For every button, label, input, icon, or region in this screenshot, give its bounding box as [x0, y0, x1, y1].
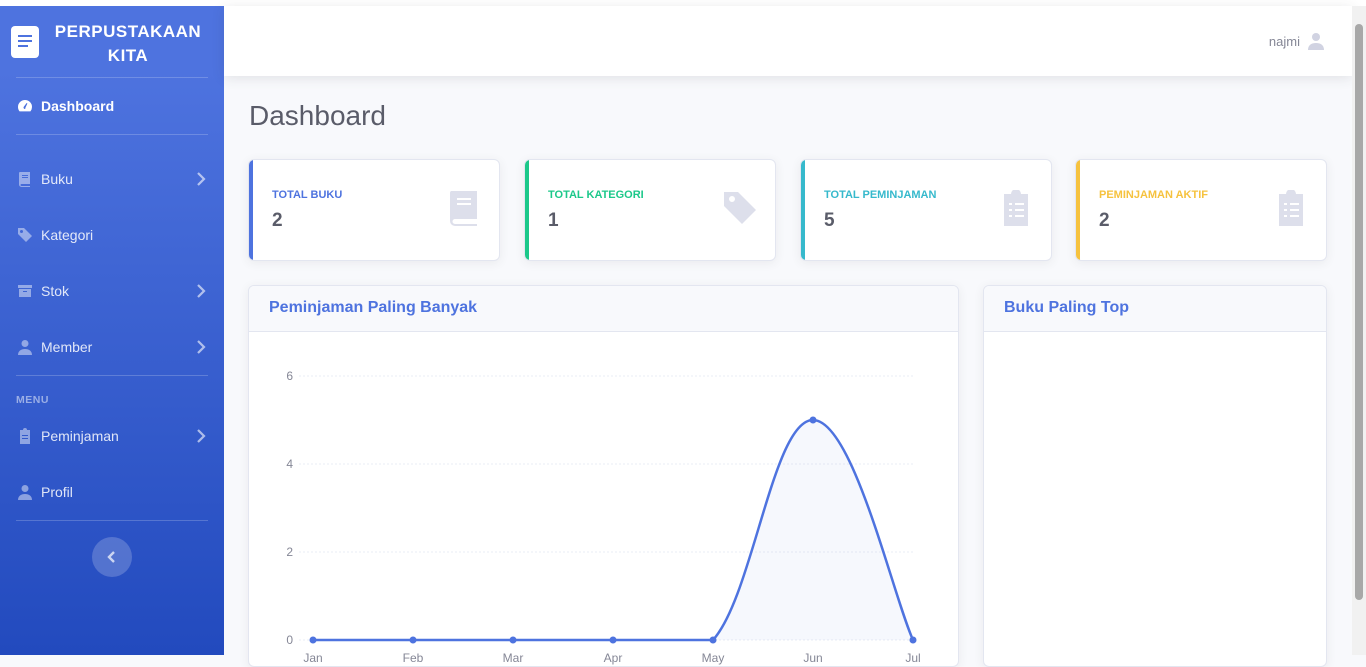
y-tick-label: 4: [286, 457, 293, 471]
data-point: [409, 636, 417, 644]
x-tick-label: Feb: [403, 651, 424, 665]
sidebar-divider: [16, 375, 208, 376]
sidebar-item-label: Stok: [41, 283, 70, 299]
book-icon: [19, 172, 30, 187]
sidebar-item-label: Kategori: [41, 227, 94, 243]
sidebar-item-label: Profil: [41, 484, 73, 500]
card-accent-bar: [525, 160, 529, 260]
data-point: [809, 416, 817, 424]
card-label: TOTAL KATEGORI: [548, 189, 644, 201]
panel-buku-paling-top: Buku Paling Top: [983, 285, 1327, 667]
user-name[interactable]: najmi: [1268, 34, 1300, 49]
chevron-right-icon: [197, 340, 206, 354]
sidebar-item-stok[interactable]: Stok: [0, 271, 224, 311]
archive-icon: [18, 285, 32, 297]
sidebar-item-label: Dashboard: [41, 98, 115, 114]
area-fill: [313, 420, 913, 640]
sidebar-item-label: Peminjaman: [41, 428, 119, 444]
card-label: TOTAL PEMINJAMAN: [824, 189, 937, 201]
x-tick-label: Jul: [905, 651, 920, 665]
chevron-left-icon: [107, 551, 115, 563]
card-accent-bar: [1076, 160, 1080, 260]
panel-header: Buku Paling Top: [984, 286, 1326, 332]
card-value: 2: [1099, 210, 1110, 231]
clipboard-list-icon: [1279, 190, 1303, 226]
card-value: 5: [824, 210, 835, 231]
clipboard-icon: [20, 428, 30, 444]
card-value: 1: [548, 210, 559, 231]
data-point: [309, 636, 317, 644]
user-avatar-icon[interactable]: [1308, 32, 1324, 50]
card-accent-bar: [249, 160, 253, 260]
sidebar-item-kategori[interactable]: Kategori: [0, 215, 224, 255]
stat-card-total-buku: TOTAL BUKU 2: [248, 159, 500, 261]
sidebar-divider: [16, 520, 208, 521]
panel-title: Peminjaman Paling Banyak: [269, 299, 478, 316]
y-tick-label: 0: [286, 633, 293, 647]
panel-title: Buku Paling Top: [1004, 299, 1130, 316]
stat-card-peminjaman-aktif: PEMINJAMAN AKTIF 2: [1075, 159, 1327, 261]
area-chart: 0 2 4 6 Jan Feb Mar Apr May Jun Jul: [286, 369, 920, 665]
sidebar-heading-menu: MENU: [16, 394, 49, 406]
scrollbar-thumb[interactable]: [1355, 24, 1363, 600]
card-label: TOTAL BUKU: [272, 189, 343, 201]
user-icon: [18, 485, 32, 500]
tag-icon: [724, 192, 756, 224]
sidebar-brand[interactable]: PERPUSTAKAAN KITA: [0, 6, 224, 77]
sidebar-item-label: Buku: [41, 171, 73, 187]
data-point: [509, 636, 517, 644]
brand-name-line1: PERPUSTAKAAN: [54, 22, 202, 41]
sidebar-item-dashboard[interactable]: Dashboard: [0, 86, 224, 126]
sidebar-item-profil[interactable]: Profil: [0, 472, 224, 512]
sidebar-item-member[interactable]: Member: [0, 327, 224, 367]
sidebar-divider: [16, 77, 208, 78]
panel-peminjaman-paling-banyak: Peminjaman Paling Banyak 0 2 4 6 Jan Feb Mar Ap…: [248, 285, 959, 667]
y-tick-label: 2: [286, 545, 293, 559]
data-point: [909, 636, 917, 644]
book-logo-icon: [11, 26, 39, 58]
tachometer-icon: [18, 100, 32, 112]
page-title: Dashboard: [249, 100, 386, 131]
topbar: najmi: [224, 6, 1352, 76]
clipboard-list-icon: [1004, 190, 1028, 226]
sidebar-item-buku[interactable]: Buku: [0, 159, 224, 199]
series-line: [312, 418, 915, 642]
sidebar-item-peminjaman[interactable]: Peminjaman: [0, 416, 224, 456]
brand-name: PERPUSTAKAAN KITA: [48, 20, 208, 68]
x-tick-label: Apr: [604, 651, 623, 665]
chevron-right-icon: [197, 429, 206, 443]
sidebar-divider: [16, 134, 208, 135]
panel-header: Peminjaman Paling Banyak: [249, 286, 958, 332]
x-tick-label: Jan: [303, 651, 322, 665]
sidebar-toggle-button[interactable]: [92, 537, 132, 577]
card-label: PEMINJAMAN AKTIF: [1099, 189, 1208, 201]
brand-name-line2: KITA: [107, 46, 149, 65]
sidebar-item-label: Member: [41, 339, 93, 355]
chevron-right-icon: [197, 172, 206, 186]
card-value: 2: [272, 210, 283, 231]
page-scrollbar[interactable]: [1352, 6, 1366, 655]
x-tick-label: May: [702, 651, 725, 665]
data-point: [609, 636, 617, 644]
y-tick-label: 6: [286, 369, 293, 383]
book-icon: [449, 191, 477, 226]
stat-card-total-peminjaman: TOTAL PEMINJAMAN 5: [800, 159, 1052, 261]
user-icon: [18, 340, 32, 355]
x-tick-label: Jun: [803, 651, 822, 665]
card-accent-bar: [801, 160, 805, 260]
stat-card-total-kategori: TOTAL KATEGORI 1: [524, 159, 776, 261]
x-tick-label: Mar: [503, 651, 524, 665]
data-point: [709, 636, 717, 644]
tag-icon: [18, 228, 32, 242]
chevron-right-icon: [197, 284, 206, 298]
sidebar: PERPUSTAKAAN KITA Dashboard Buku Kategor…: [0, 6, 224, 655]
